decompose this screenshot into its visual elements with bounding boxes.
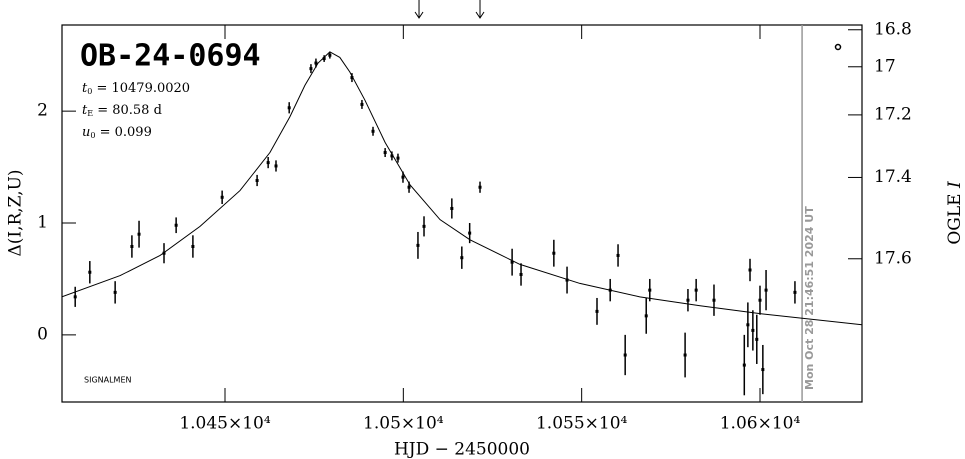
y-tick-label: 0	[37, 324, 48, 344]
y2-axis-label-italic: I	[945, 181, 965, 189]
x-tick-label: 1.055×10⁴	[536, 414, 628, 434]
data-point	[450, 206, 454, 210]
data-point	[137, 232, 141, 236]
data-point	[683, 353, 687, 357]
y2-tick-label: 17.4	[874, 167, 912, 187]
data-point	[322, 57, 326, 61]
data-point	[742, 363, 746, 367]
data-point	[468, 231, 472, 235]
data-point	[274, 164, 278, 168]
data-point	[648, 288, 652, 292]
data-point	[73, 295, 77, 299]
data-point	[793, 290, 797, 294]
data-point	[383, 151, 387, 155]
parameter-subscript: 0	[90, 131, 95, 140]
y-axis-label: Δ(I,R,Z,U)	[6, 169, 26, 256]
data-point	[519, 272, 523, 276]
y2-axis-label-text: OGLE	[945, 188, 965, 245]
data-point	[360, 102, 364, 106]
data-point	[761, 368, 765, 372]
parameter: u0 = 0.099	[82, 125, 152, 141]
parameter-text: = 0.099	[95, 125, 151, 140]
arrow	[475, 0, 485, 19]
data-point	[88, 270, 92, 274]
parameter-text: = 80.58 d	[93, 103, 162, 118]
arrow	[414, 0, 424, 19]
data-point	[746, 323, 750, 327]
data-point	[255, 178, 259, 182]
data-point	[565, 278, 569, 282]
x-tick-label: 1.05×10⁴	[363, 414, 444, 434]
data-point	[350, 76, 354, 80]
y2-tick-label: 17.6	[874, 248, 912, 268]
data-point	[608, 288, 612, 292]
y2-tick-label: 17.2	[874, 104, 912, 124]
data-point	[644, 314, 648, 318]
data-point	[552, 251, 556, 255]
data-point	[314, 61, 318, 65]
data-point	[162, 251, 166, 255]
data-point	[416, 243, 420, 247]
data-point	[764, 288, 768, 292]
y2-tick-label: 16.8	[874, 19, 912, 39]
model-curve	[62, 51, 862, 326]
data-point	[390, 154, 394, 158]
data-point	[407, 185, 411, 189]
chart-title: OB-24-0694	[80, 39, 261, 74]
data-layer	[62, 51, 862, 396]
data-point	[686, 298, 690, 302]
data-point	[130, 245, 134, 249]
y-tick-label: 1	[37, 213, 48, 233]
data-point	[460, 256, 464, 260]
data-point	[755, 337, 759, 341]
x-tick-label: 1.045×10⁴	[179, 414, 271, 434]
data-point	[191, 245, 195, 249]
data-point	[623, 353, 627, 357]
note: SIGNALMEN	[84, 376, 132, 385]
parameter-symbol: u	[82, 125, 90, 140]
data-point	[758, 298, 762, 302]
parameter-text: = 10479.0020	[92, 81, 190, 96]
parameter-subscript: 0	[87, 87, 92, 96]
data-point	[748, 268, 752, 272]
x-tick-label: 1.06×10⁴	[720, 414, 801, 434]
parameter: t0 = 10479.0020	[82, 81, 190, 97]
parameter-symbol: t	[82, 81, 88, 96]
data-point	[287, 106, 291, 110]
data-point	[694, 288, 698, 292]
data-point	[510, 260, 514, 264]
data-point	[113, 290, 117, 294]
parameter-symbol: t	[82, 103, 88, 118]
data-point	[328, 53, 332, 57]
data-point	[595, 309, 599, 313]
data-point	[309, 67, 313, 71]
y-tick-label: 2	[37, 101, 48, 121]
parameter: tE = 80.58 d	[82, 103, 162, 119]
data-point	[266, 161, 270, 165]
y2-tick-label: 17	[874, 56, 896, 76]
data-point	[616, 253, 620, 257]
data-point	[478, 185, 482, 189]
plot-frame	[61, 24, 863, 403]
data-point	[174, 223, 178, 227]
data-point	[220, 195, 224, 199]
data-point	[712, 298, 716, 302]
data-point	[401, 175, 405, 179]
y2-axis-label: OGLE I	[945, 181, 965, 245]
timestamp: Mon Oct 28 21:46:51 2024 UT	[803, 206, 816, 390]
data-point	[396, 156, 400, 160]
x-axis-label: HJD − 2450000	[394, 440, 530, 459]
parameter-subscript: E	[87, 109, 93, 118]
data-point	[371, 129, 375, 133]
data-point	[422, 224, 426, 228]
marker-symbol	[834, 43, 842, 51]
data-point	[751, 328, 755, 332]
